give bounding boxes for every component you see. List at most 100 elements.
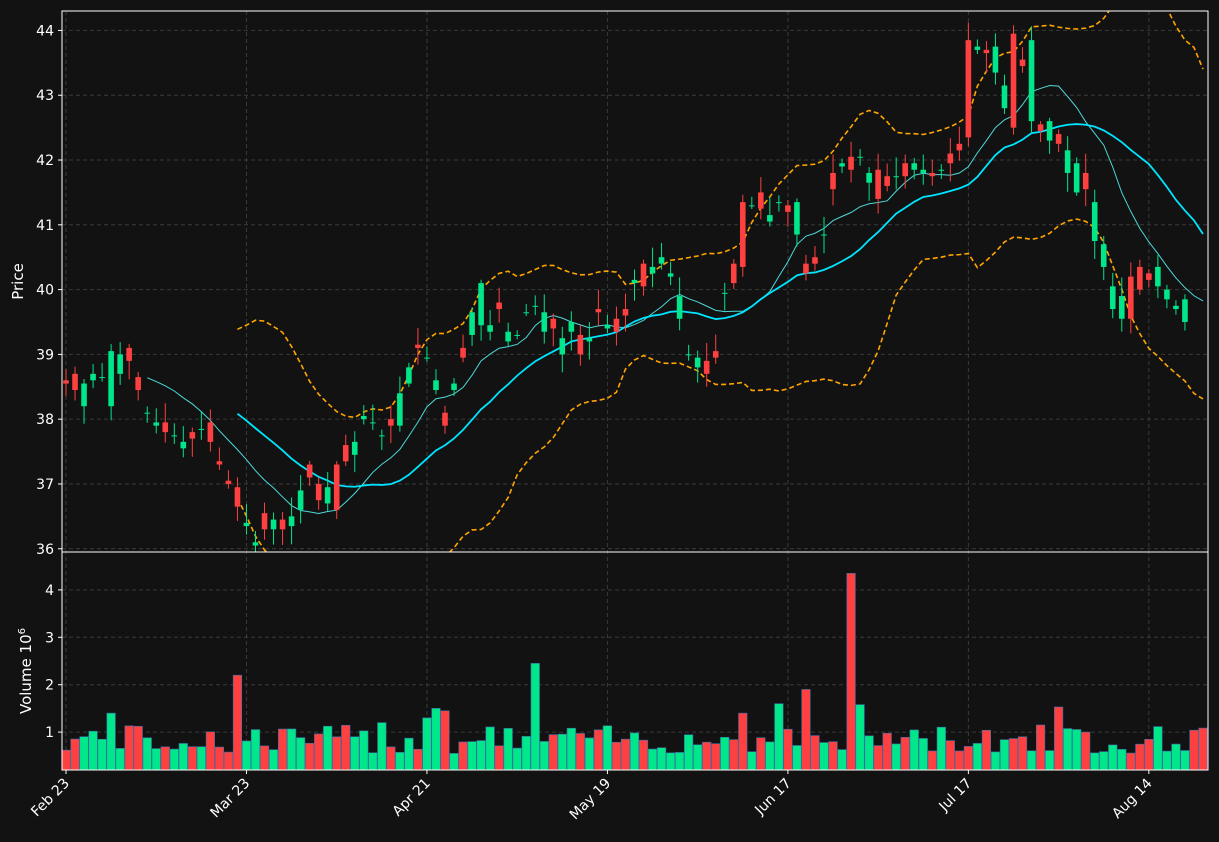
- candle-body: [965, 40, 972, 138]
- volume-bar: [1189, 729, 1199, 771]
- volume-bar: [476, 740, 486, 771]
- volume-bar: [305, 742, 315, 771]
- candle-body: [243, 522, 250, 527]
- volume-bar: [684, 734, 694, 771]
- volume-panel-frame: [61, 551, 1209, 771]
- candle-body: [279, 519, 286, 530]
- candle-body: [649, 266, 656, 274]
- volume-bar: [566, 727, 576, 771]
- volume-bar: [873, 745, 883, 771]
- candle-body: [379, 435, 385, 437]
- volume-tick-label: 4: [45, 583, 54, 599]
- volume-bar: [792, 745, 802, 771]
- candle-body: [866, 172, 872, 183]
- volume-bar: [1180, 750, 1190, 771]
- candle-body: [767, 215, 773, 222]
- volume-bar: [990, 751, 1001, 771]
- volume-bar: [963, 746, 973, 771]
- candle-body: [523, 312, 530, 314]
- candle-body: [947, 153, 954, 164]
- volume-bar: [855, 704, 865, 771]
- volume-bar: [891, 743, 901, 771]
- candle-body: [749, 205, 755, 207]
- volume-bar: [1162, 750, 1172, 771]
- candle-body: [180, 441, 187, 449]
- candle-body: [1182, 299, 1188, 322]
- candle-body: [288, 516, 295, 527]
- volume-bar: [458, 741, 468, 771]
- volume-bar: [503, 728, 513, 771]
- volume-bar: [602, 725, 613, 771]
- candle-body: [171, 435, 178, 437]
- candle-body: [63, 380, 69, 384]
- candle-body: [406, 367, 412, 384]
- candle-body: [108, 351, 114, 407]
- bollinger-lower-line: [236, 218, 1204, 552]
- volume-bar: [413, 748, 423, 771]
- candle-body: [162, 422, 169, 433]
- volume-bar: [900, 736, 910, 771]
- candle-body: [99, 377, 105, 379]
- volume-bar: [223, 751, 234, 771]
- candle-body: [1146, 273, 1152, 280]
- volume-bar: [259, 745, 270, 771]
- candle-body: [198, 428, 205, 430]
- candle-body: [875, 169, 881, 199]
- volume-bar: [61, 749, 71, 771]
- candle-body: [703, 360, 710, 374]
- candle-body: [839, 163, 845, 167]
- volume-bar: [1099, 751, 1109, 771]
- volume-bar: [187, 746, 197, 771]
- volume-bar: [647, 748, 658, 771]
- volume-bar: [1108, 744, 1118, 771]
- volume-bar: [584, 737, 594, 771]
- candle-body: [1010, 33, 1017, 128]
- price-axis-label: Price: [9, 263, 27, 300]
- candle-body: [532, 305, 539, 307]
- candle-body: [1001, 85, 1008, 109]
- candle-body: [830, 172, 836, 190]
- volume-bar: [774, 703, 784, 771]
- candle-body: [505, 331, 511, 342]
- volume-bar: [241, 740, 252, 771]
- candles: [63, 22, 1188, 552]
- candle-body: [451, 383, 457, 391]
- volume-bar: [133, 725, 143, 771]
- price-tick-label: 42: [36, 153, 54, 169]
- volume-bar: [1081, 731, 1091, 771]
- candle-body: [1109, 286, 1116, 310]
- candle-body: [397, 393, 403, 426]
- candle-body: [992, 46, 999, 73]
- candle-body: [1091, 202, 1098, 241]
- candle-body: [460, 347, 466, 358]
- candle-body: [1028, 40, 1035, 122]
- volume-bar: [359, 730, 369, 771]
- candle-body: [469, 312, 475, 335]
- volume-bar: [70, 738, 80, 771]
- candle-body: [360, 415, 367, 420]
- volume-axis-label: Volume 106: [17, 628, 35, 714]
- price-tick-label: 39: [36, 347, 54, 363]
- candle-body: [929, 172, 936, 177]
- volume-bar: [1054, 706, 1064, 771]
- candle-body: [270, 519, 277, 530]
- volume-bar: [277, 728, 288, 771]
- volume-bar: [115, 748, 125, 771]
- candle-body: [559, 338, 566, 355]
- volume-bar: [638, 739, 649, 771]
- candle-body: [938, 169, 945, 171]
- volume-bar: [747, 751, 757, 771]
- volume-bar: [675, 752, 685, 771]
- candle-body: [496, 302, 502, 310]
- candle-body: [1019, 59, 1026, 67]
- moving-average-fast-line: [147, 85, 1204, 514]
- candle-body: [1173, 305, 1179, 310]
- candle-body: [81, 383, 87, 407]
- volume-bar: [999, 739, 1010, 771]
- candle-body: [478, 283, 484, 326]
- candle-body: [550, 318, 557, 329]
- volume-bar: [729, 739, 739, 771]
- candle-body: [433, 380, 439, 391]
- price-tick-label: 40: [36, 283, 54, 299]
